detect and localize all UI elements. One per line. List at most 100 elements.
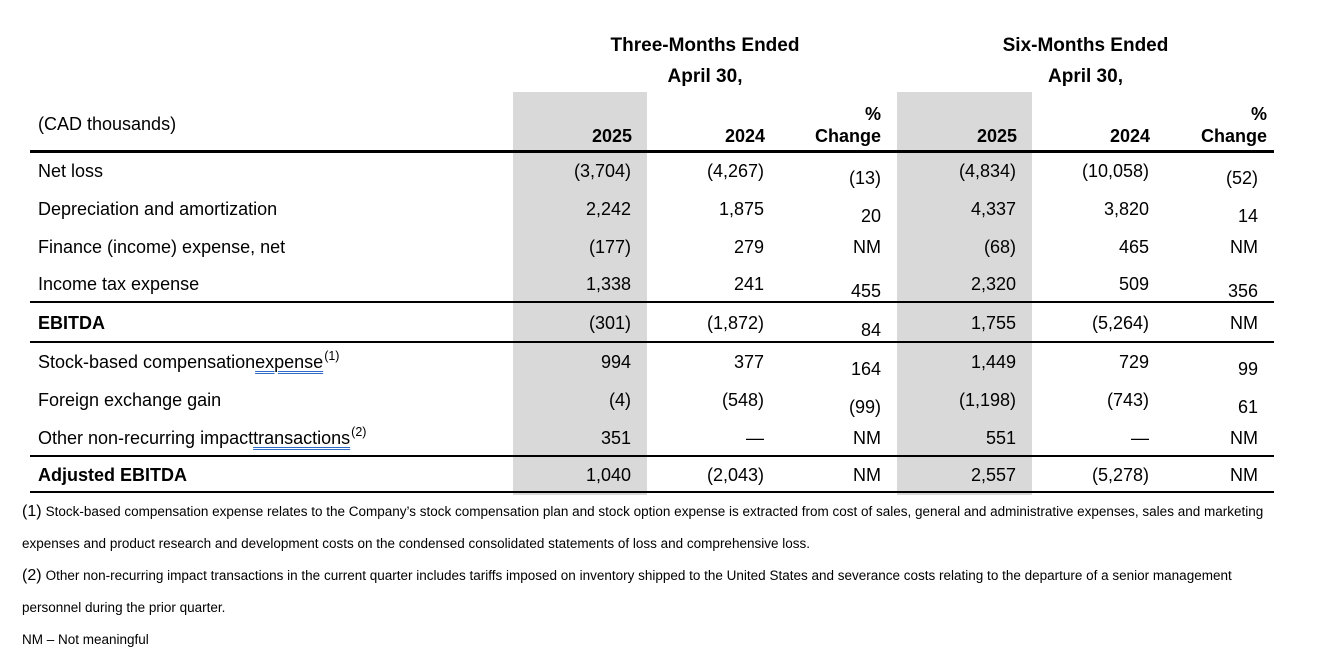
value-text: 3,820 (1103, 198, 1149, 219)
value-text: 455 (850, 281, 881, 301)
value-cell: 1,338 (513, 266, 647, 303)
spacer-cell (30, 62, 513, 92)
value-cell: 4,337 (897, 190, 1032, 228)
value-cell: NM (1165, 303, 1274, 343)
table-rule-above-adjusted-ebitda (30, 455, 1274, 457)
value-text: (177) (588, 236, 631, 257)
grammar-underlined-word: expense (255, 351, 324, 372)
value-cell: (2,043) (647, 457, 780, 493)
value-cell: 729 (1032, 343, 1165, 381)
table-rule-below-ebitda (30, 341, 1274, 343)
value-text: — (746, 427, 764, 448)
value-cell: (5,264) (1032, 303, 1165, 343)
value-cell: (4,267) (647, 152, 780, 190)
value-text: 2,242 (585, 198, 631, 219)
column-header-2024-three-months: 2024 (724, 126, 765, 146)
grammar-underlined-word: transactions (253, 427, 351, 448)
value-cell: 14 (1165, 190, 1274, 228)
value-cell: NM (1165, 457, 1274, 493)
row-label-text: Other non-recurring impact (38, 427, 254, 448)
value-cell: (3,704) (513, 152, 647, 190)
row-label: Foreign exchange gain (38, 389, 222, 410)
value-text: — (1131, 427, 1149, 448)
value-text: 465 (1118, 236, 1149, 257)
value-text: (5,278) (1091, 464, 1149, 485)
row-label: Finance (income) expense, net (38, 236, 286, 257)
pct-sign: % (1250, 104, 1267, 124)
value-cell: 279 (647, 228, 780, 266)
value-cell: (4) (513, 381, 647, 419)
value-cell: (10,058) (1032, 152, 1165, 190)
value-text: (99) (848, 396, 881, 417)
row-label-text: Stock-based compensation (38, 351, 256, 372)
units-label: (CAD thousands) (38, 114, 177, 134)
value-text: (1,872) (706, 312, 764, 333)
value-text: NM (853, 427, 881, 448)
value-cell: 99 (1165, 343, 1274, 381)
value-text: 4,337 (970, 198, 1016, 219)
value-text: (3,704) (573, 160, 631, 181)
row-label: Depreciation and amortization (38, 198, 278, 219)
value-cell: 455 (780, 266, 897, 303)
value-cell: NM (1165, 228, 1274, 266)
group-subheader-three-months-date: April 30, (667, 66, 743, 87)
value-cell: 241 (647, 266, 780, 303)
value-text: (4) (609, 389, 631, 410)
value-cell: (301) (513, 303, 647, 343)
value-cell: 3,820 (1032, 190, 1165, 228)
value-cell: 84 (780, 303, 897, 343)
value-text: NM (853, 464, 881, 485)
value-cell: (52) (1165, 152, 1274, 190)
value-text: 164 (850, 358, 881, 379)
value-text: 1,755 (970, 312, 1016, 333)
value-text: NM (1230, 312, 1258, 333)
value-cell: 377 (647, 343, 780, 381)
footnote-reference: (1) (324, 349, 340, 363)
value-text: 1,040 (585, 464, 631, 485)
value-cell: (177) (513, 228, 647, 266)
value-cell: NM (780, 419, 897, 457)
column-header-pct-change-six-months: % Change (1165, 92, 1274, 152)
value-cell: 61 (1165, 381, 1274, 419)
value-text: (1,198) (958, 389, 1016, 410)
row-label: Adjusted EBITDA (38, 464, 188, 485)
footnote-2-marker: (2) (22, 567, 42, 584)
value-cell: 2,242 (513, 190, 647, 228)
value-cell: 1,449 (897, 343, 1032, 381)
value-text: 994 (600, 351, 631, 372)
footnote-2-text: Other non-recurring impact transactions … (22, 568, 1232, 615)
change-word: Change (1200, 126, 1267, 146)
value-cell: (4,834) (897, 152, 1032, 190)
row-label: EBITDA (38, 312, 105, 333)
ebitda-reconciliation-table: Three-Months Ended Six-Months Ended Apri… (30, 30, 1274, 493)
value-cell: 2,320 (897, 266, 1032, 303)
value-cell: — (1032, 419, 1165, 457)
value-text: 279 (733, 236, 764, 257)
value-text: 356 (1227, 281, 1258, 301)
value-text: NM (1230, 236, 1258, 257)
value-text: 20 (860, 205, 881, 226)
change-word: Change (814, 126, 881, 146)
value-cell: 351 (513, 419, 647, 457)
value-text: (301) (588, 312, 631, 333)
value-text: 509 (1118, 274, 1149, 294)
nm-note: NM – Not meaningful (22, 632, 149, 647)
group-header-six-months: Six-Months Ended (1002, 35, 1169, 56)
value-cell: 1,875 (647, 190, 780, 228)
row-label: Net loss (38, 160, 104, 181)
value-cell: NM (780, 228, 897, 266)
value-cell: 1,040 (513, 457, 647, 493)
value-cell: 465 (1032, 228, 1165, 266)
footnote-2: (2) Other non-recurring impact transactio… (22, 560, 1274, 624)
value-text: 14 (1237, 205, 1258, 226)
group-header-three-months: Three-Months Ended (610, 35, 800, 56)
footnote-1-marker: (1) (22, 503, 42, 520)
shading-2025-six-months-column (897, 92, 1032, 495)
value-text: 241 (733, 274, 764, 294)
value-text: 99 (1237, 358, 1258, 379)
value-text: (743) (1106, 389, 1149, 410)
footnote-1: (1) Stock-based compensation expense rela… (22, 496, 1274, 560)
shading-2025-three-months-column (513, 92, 647, 495)
value-text: (548) (721, 389, 764, 410)
value-text: 377 (733, 351, 764, 372)
